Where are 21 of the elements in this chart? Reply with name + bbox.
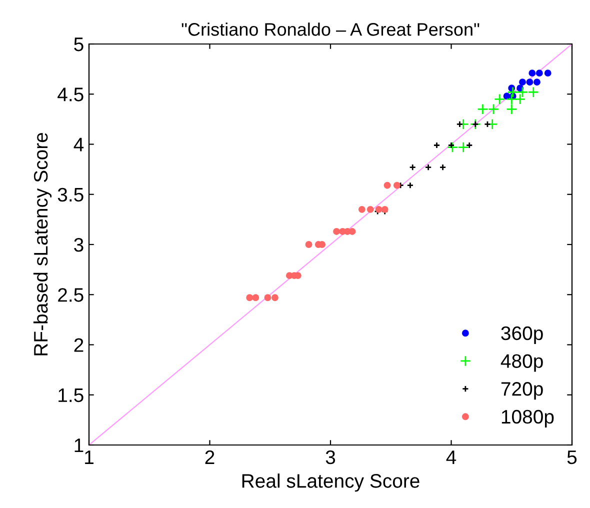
y-tick-label: 1 (74, 438, 84, 452)
y-axis-title: RF-based sLatency Score (33, 132, 52, 356)
x-tick-label: 1 (85, 450, 94, 464)
y-tick-label: 5 (74, 38, 84, 52)
chart-title: "Cristiano Ronaldo – A Great Person" (182, 22, 480, 36)
x-tick-label: 5 (567, 450, 577, 464)
legend-label: 1080p (502, 410, 554, 428)
legend-label: 480p (500, 354, 543, 372)
x-tick-label: 2 (205, 450, 214, 464)
legend-label: 720p (501, 382, 543, 400)
y-tick-label: 3 (74, 238, 84, 252)
x-tick-label: 4 (446, 450, 456, 464)
y-tick-label: 4 (74, 138, 84, 152)
x-axis-title: Real sLatency Score (242, 474, 420, 492)
y-tick-label: 1.5 (58, 388, 84, 402)
x-tick-label: 3 (326, 450, 336, 464)
y-tick-label: 2 (74, 338, 84, 352)
y-tick-label: 4.5 (58, 88, 84, 102)
y-tick-label: 2.5 (58, 288, 84, 302)
y-tick-label: 3.5 (58, 188, 84, 202)
legend-label: 360p (501, 326, 543, 344)
